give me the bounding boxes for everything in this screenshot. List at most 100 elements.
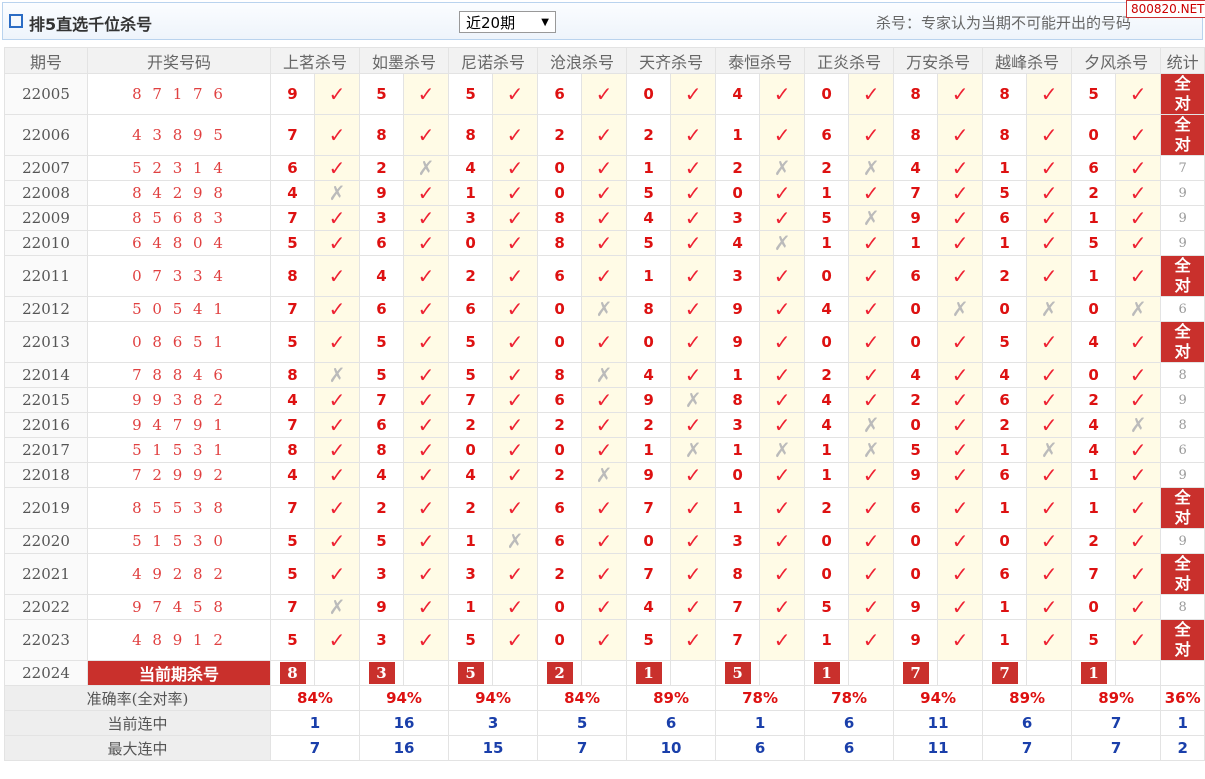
draw-number: 0 8 6 5 1 <box>87 321 271 363</box>
empty-cell <box>313 660 361 686</box>
data-row: 22009 8 5 6 8 3 7 ✓ 3 ✓ 3 ✓ 8 ✓ 4 ✓ 3 ✓ 5 ✗ 9 ✓ 6 ✓ 1 ✓ 9 <box>4 205 1205 231</box>
kill-number: 5 <box>626 180 672 206</box>
result-mark: ✓ <box>670 180 717 206</box>
kill-number: 2 <box>537 462 583 488</box>
current-label: 当前期杀号 <box>87 660 271 686</box>
kill-number: 7 <box>270 594 315 620</box>
data-row: 22015 9 9 3 8 2 4 ✓ 7 ✓ 7 ✓ 6 ✓ 9 ✗ 8 ✓ 4 ✓ 2 ✓ 6 ✓ 2 ✓ 9 <box>4 387 1205 413</box>
kill-number: 2 <box>626 114 672 156</box>
data-row: 22011 0 7 3 3 4 8 ✓ 4 ✓ 2 ✓ 6 ✓ 1 ✓ 3 ✓ 0 ✓ 6 ✓ 2 ✓ 1 ✓ 全对 <box>4 255 1205 297</box>
result-mark: ✓ <box>492 205 539 231</box>
result-mark: ✓ <box>581 437 628 463</box>
current-kill-cell: 1 <box>1071 660 1117 686</box>
kill-number: 1 <box>982 594 1028 620</box>
kill-number: 7 <box>359 387 405 413</box>
result-mark: ✓ <box>581 619 628 661</box>
summary-value: 5 <box>537 710 628 736</box>
result-mark: ✓ <box>1115 594 1162 620</box>
summary-row: 当前连中 1 16 3 5 6 1 6 11 6 7 1 <box>4 710 1205 736</box>
empty-cell <box>1026 660 1073 686</box>
result-mark: ✓ <box>670 296 717 322</box>
result-mark: ✗ <box>1026 437 1073 463</box>
stat-count: 6 <box>1160 296 1205 322</box>
stat-all-correct: 全对 <box>1160 487 1205 529</box>
draw-number: 8 5 5 3 8 <box>87 487 271 529</box>
kill-number: 7 <box>893 180 939 206</box>
result-mark: ✓ <box>492 412 539 438</box>
stat-count: 9 <box>1160 462 1205 488</box>
kill-number: 6 <box>1071 155 1117 181</box>
result-mark: ✓ <box>848 462 895 488</box>
result-mark: ✓ <box>313 487 361 529</box>
result-mark: ✓ <box>403 73 450 115</box>
result-mark: ✓ <box>670 528 717 554</box>
kill-number: 1 <box>982 487 1028 529</box>
kill-number: 1 <box>448 180 494 206</box>
period-select[interactable]: 近20期 ▼ <box>459 11 556 33</box>
draw-number: 8 7 1 7 6 <box>87 73 271 115</box>
result-mark: ✓ <box>848 387 895 413</box>
kill-number: 0 <box>537 296 583 322</box>
stat-all-correct: 全对 <box>1160 619 1205 661</box>
result-mark: ✓ <box>1115 437 1162 463</box>
stat-text: 全对 <box>1174 115 1191 154</box>
result-mark: ✓ <box>581 387 628 413</box>
kill-number: 6 <box>982 205 1028 231</box>
period: 22020 <box>4 528 88 554</box>
current-kill-cell: 1 <box>804 660 850 686</box>
stat-all-correct: 全对 <box>1160 321 1205 363</box>
kill-number: 7 <box>626 487 672 529</box>
empty-cell <box>492 660 539 686</box>
kill-number: 9 <box>359 594 405 620</box>
kill-number: 4 <box>448 155 494 181</box>
title: 排5直选千位杀号 <box>29 15 153 34</box>
kill-number: 8 <box>982 114 1028 156</box>
kill-number: 2 <box>982 412 1028 438</box>
draw-number: 6 4 8 0 4 <box>87 230 271 256</box>
kill-number: 9 <box>893 619 939 661</box>
summary-row: 最大连中 7 16 15 7 10 6 6 11 7 7 2 <box>4 735 1205 761</box>
stat-count: 9 <box>1160 205 1205 231</box>
kill-number: 3 <box>448 205 494 231</box>
empty-cell <box>581 660 628 686</box>
summary-value: 78% <box>804 685 895 711</box>
current-kill-cell: 7 <box>982 660 1028 686</box>
stat-all-correct: 全对 <box>1160 73 1205 115</box>
kill-number: 1 <box>982 437 1028 463</box>
current-row: 22024 当前期杀号 8 3 5 2 1 5 1 7 7 1 <box>4 660 1205 686</box>
summary-value: 2 <box>1160 735 1205 761</box>
result-mark: ✓ <box>581 487 628 529</box>
stat-count: 8 <box>1160 412 1205 438</box>
period: 22006 <box>4 114 88 156</box>
data-row: 22008 8 4 2 9 8 4 ✗ 9 ✓ 1 ✓ 0 ✓ 5 ✓ 0 ✓ 1 ✓ 7 ✓ 5 ✓ 2 ✓ 9 <box>4 180 1205 206</box>
result-mark: ✓ <box>670 230 717 256</box>
kill-number: 3 <box>359 553 405 595</box>
kill-number: 7 <box>270 114 315 156</box>
kill-number: 0 <box>537 619 583 661</box>
result-mark: ✓ <box>492 321 539 363</box>
result-mark: ✓ <box>581 73 628 115</box>
stat-all-correct: 全对 <box>1160 553 1205 595</box>
result-mark: ✓ <box>313 619 361 661</box>
result-mark: ✓ <box>848 553 895 595</box>
icon <box>9 14 23 28</box>
result-mark: ✗ <box>670 387 717 413</box>
kill-number: 1 <box>448 528 494 554</box>
result-mark: ✓ <box>492 594 539 620</box>
kill-number: 2 <box>1071 528 1117 554</box>
period: 22014 <box>4 362 88 388</box>
current-kill: 7 <box>902 662 929 684</box>
result-mark: ✓ <box>1026 321 1073 363</box>
result-mark: ✓ <box>759 205 806 231</box>
column-header: 开奖号码 <box>87 47 271 74</box>
stat-count: 9 <box>1160 387 1205 413</box>
current-kill: 5 <box>724 662 751 684</box>
summary-value: 6 <box>982 710 1073 736</box>
data-row: 22005 8 7 1 7 6 9 ✓ 5 ✓ 5 ✓ 6 ✓ 0 ✓ 4 ✓ 0 ✓ 8 ✓ 8 ✓ 5 ✓ 全对 <box>4 73 1205 115</box>
kill-number: 8 <box>359 114 405 156</box>
data-row: 22012 5 0 5 4 1 7 ✓ 6 ✓ 6 ✓ 0 ✗ 8 ✓ 9 ✓ 4 ✓ 0 ✗ 0 ✗ 0 ✗ 6 <box>4 296 1205 322</box>
period: 22005 <box>4 73 88 115</box>
draw-number: 9 7 4 5 8 <box>87 594 271 620</box>
draw-number: 0 7 3 3 4 <box>87 255 271 297</box>
kill-number: 0 <box>1071 114 1117 156</box>
